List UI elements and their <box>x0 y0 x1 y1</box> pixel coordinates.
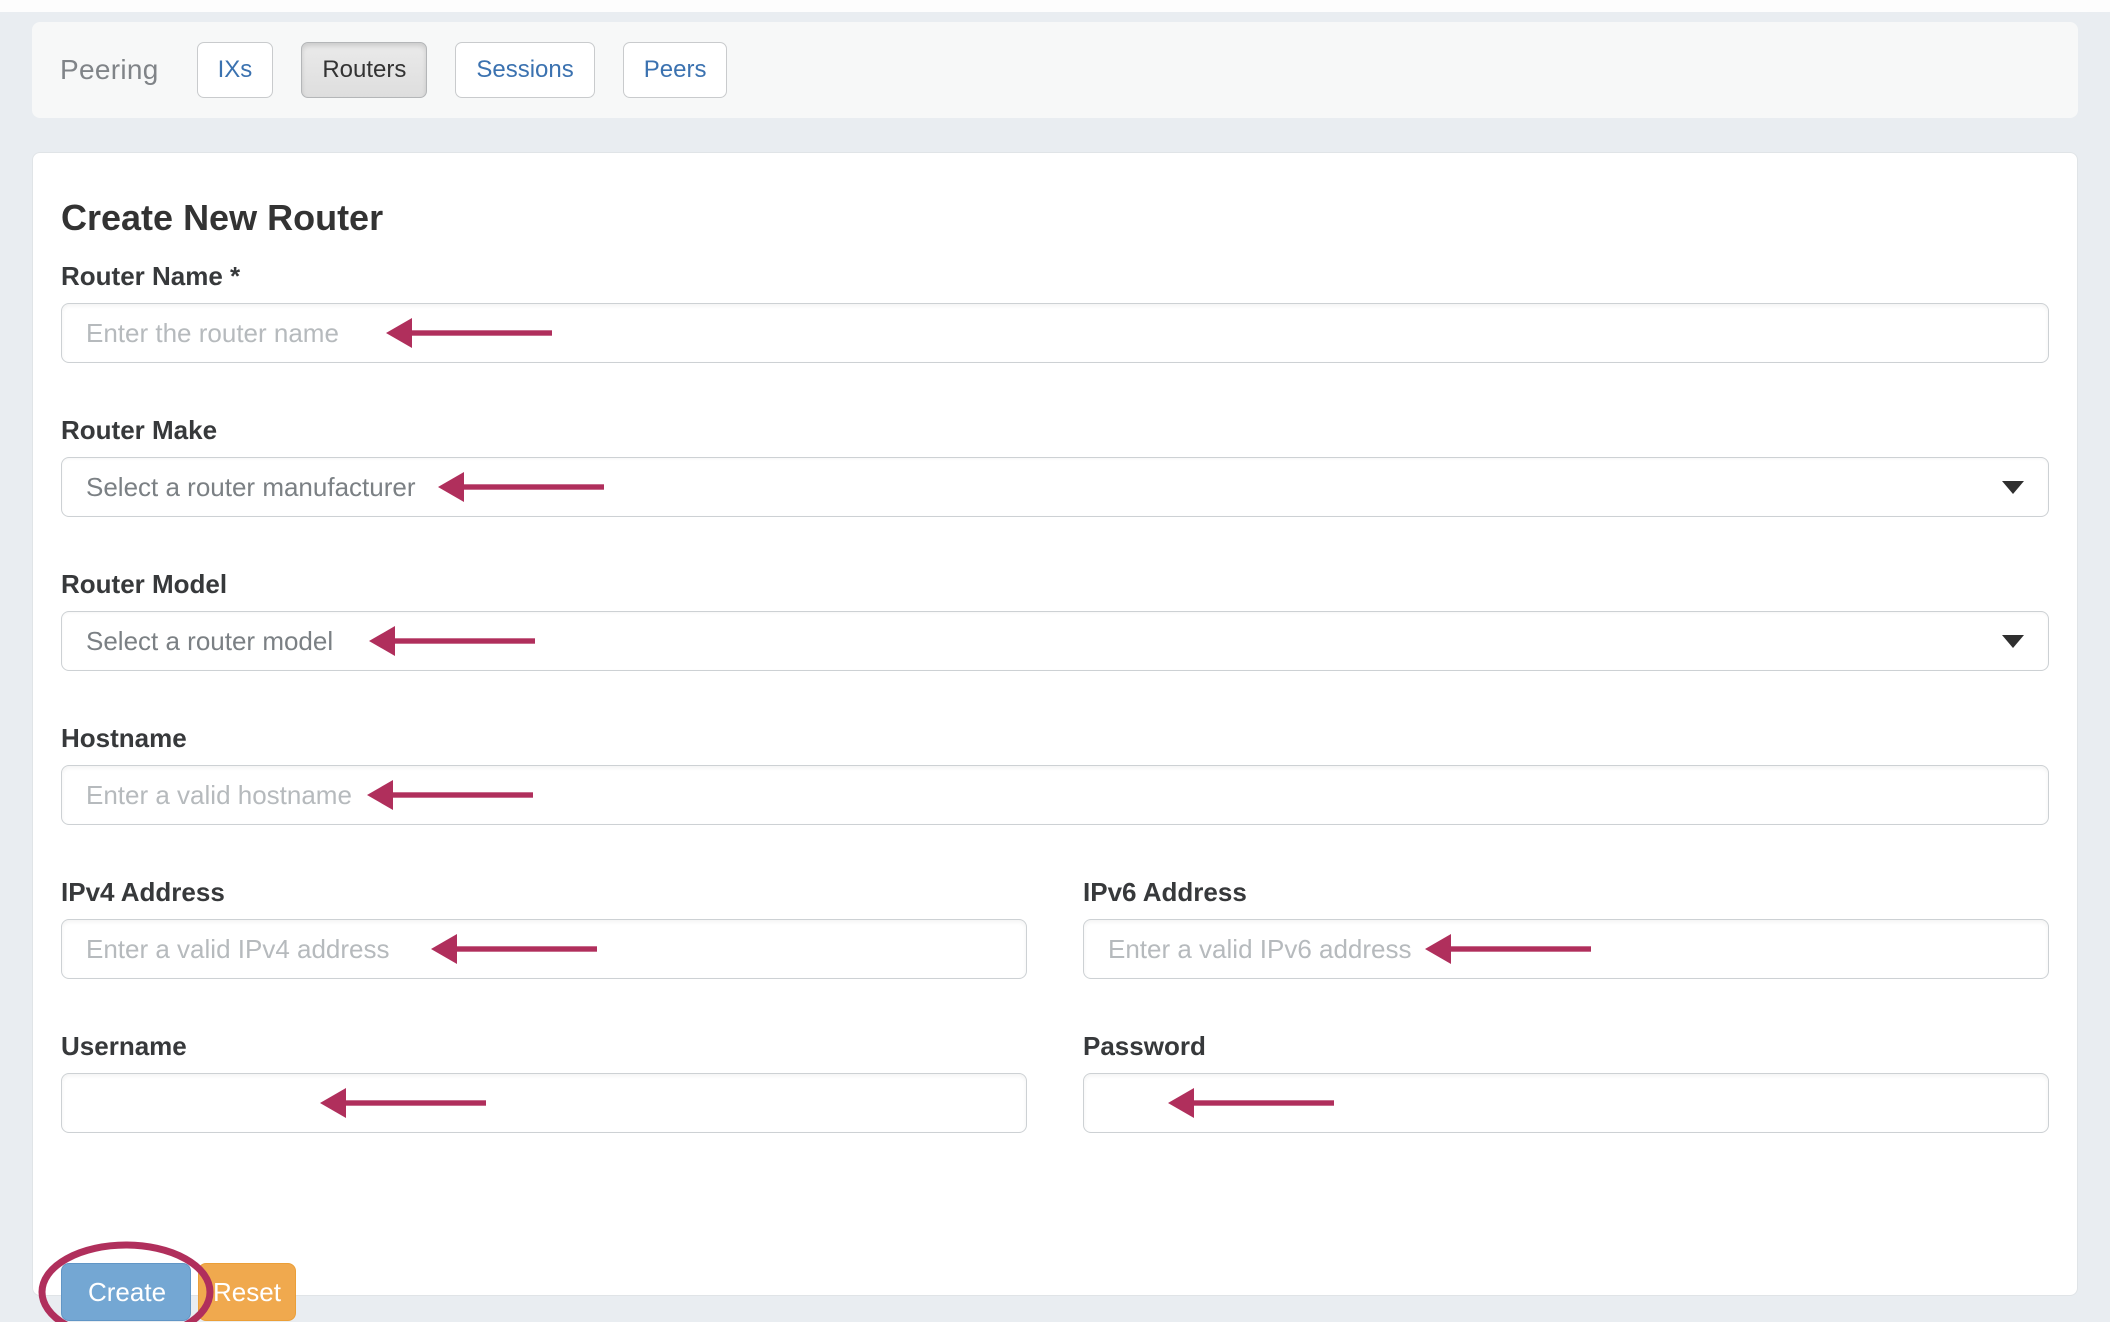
caret-down-icon <box>2002 635 2024 648</box>
field-router-model: Router Model Select a router model <box>61 569 2049 671</box>
ipv4-input[interactable] <box>61 919 1027 979</box>
ipv6-input[interactable] <box>1083 919 2049 979</box>
router-make-selected-value: Select a router manufacturer <box>86 471 416 502</box>
password-input[interactable] <box>1083 1073 2049 1133</box>
tab-ixs[interactable]: IXs <box>196 42 274 98</box>
router-make-select[interactable]: Select a router manufacturer <box>61 457 2049 517</box>
router-model-selected-value: Select a router model <box>86 625 334 656</box>
peering-toolbar: Peering IXs Routers Sessions Peers <box>32 22 2078 118</box>
router-make-label: Router Make <box>61 415 218 445</box>
field-ipv4: IPv4 Address <box>61 877 1027 979</box>
ip-address-row: IPv4 Address IPv6 Address <box>61 877 2049 1031</box>
hostname-input[interactable] <box>61 765 2049 825</box>
credentials-row: Username Password <box>61 1031 2049 1185</box>
username-label: Username <box>61 1031 187 1061</box>
caret-down-icon <box>2002 481 2024 494</box>
page-title: Peering <box>60 54 159 85</box>
form-title: Create New Router <box>61 197 384 238</box>
router-name-input[interactable] <box>61 303 2049 363</box>
create-router-card: Create New Router Router Name * Router M… <box>32 152 2078 1322</box>
field-username: Username <box>61 1031 1027 1133</box>
form-actions: Create Reset <box>38 1241 2049 1322</box>
field-password: Password <box>1083 1031 2049 1133</box>
field-router-make: Router Make Select a router manufacturer <box>61 415 2049 517</box>
hostname-label: Hostname <box>61 723 187 753</box>
router-model-label: Router Model <box>61 569 228 599</box>
router-name-label: Router Name * <box>61 261 241 291</box>
create-button[interactable]: Create <box>61 1263 191 1321</box>
field-hostname: Hostname <box>61 723 2049 825</box>
username-input[interactable] <box>61 1073 1027 1133</box>
top-strip <box>0 0 2110 12</box>
field-router-name: Router Name * <box>61 261 2049 363</box>
tab-routers[interactable]: Routers <box>301 42 428 98</box>
ipv4-label: IPv4 Address <box>61 877 225 907</box>
reset-button[interactable]: Reset <box>198 1263 296 1321</box>
field-ipv6: IPv6 Address <box>1083 877 2049 979</box>
tab-sessions[interactable]: Sessions <box>455 42 595 98</box>
password-label: Password <box>1083 1031 1206 1061</box>
ipv6-label: IPv6 Address <box>1083 877 1247 907</box>
tab-peers[interactable]: Peers <box>622 42 728 98</box>
router-model-select[interactable]: Select a router model <box>61 611 2049 671</box>
